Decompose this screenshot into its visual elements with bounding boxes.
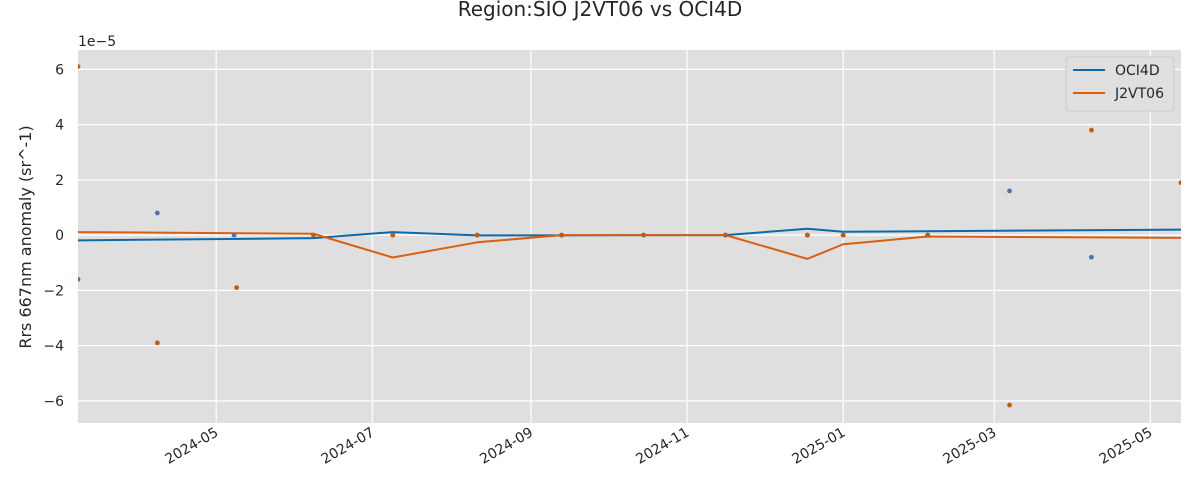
data-point-oci4d [78,276,81,282]
data-point-j2vt06 [390,232,396,238]
y-tick-label: −6 [43,394,64,410]
data-point-j2vt06 [1089,127,1094,133]
data-point-j2vt06 [559,232,565,238]
data-point-j2vt06 [154,340,160,346]
y-tick-label: 6 [55,62,64,78]
data-point-j2vt06 [474,232,480,238]
data-point-j2vt06 [925,232,931,238]
data-point-j2vt06 [234,285,240,291]
x-tick-label: 2025-05 [1097,425,1156,468]
y-tick-label: 4 [55,118,64,134]
data-point-j2vt06 [311,232,316,238]
y-tick-label: −2 [43,283,64,299]
y-axis-offset-label: 1e−5 [78,34,116,50]
data-point-oci4d [154,210,160,216]
y-tick-labels: −6 −4 −2 0 2 4 6 [43,62,64,410]
grid [78,50,1181,423]
x-tick-labels: 2024-05 2024-07 2024-09 2024-11 2025-01 2025-… [163,425,1156,468]
data-point-j2vt06 [1178,180,1181,186]
x-tick-label: 2024-11 [633,425,692,468]
x-tick-label: 2024-07 [319,425,378,468]
chart-title: Region:SIO J2VT06 vs OCI4D [458,0,743,21]
legend-label-j2vt06: J2VT06 [1114,86,1164,102]
x-tick-label: 2024-09 [477,425,536,468]
data-point-oci4d [1007,188,1012,194]
y-tick-label: −4 [43,339,64,355]
data-point-oci4d [1089,254,1094,260]
x-tick-label: 2025-01 [790,425,849,468]
legend-label-oci4d: OCI4D [1115,63,1160,79]
data-point-j2vt06 [723,232,728,238]
data-point-oci4d [231,232,237,238]
y-tick-label: 0 [55,228,64,244]
y-axis-label: Rrs 667nm anomaly (sr^-1) [16,125,35,348]
data-point-j2vt06 [804,232,810,238]
x-tick-label: 2025-03 [941,425,1000,468]
legend: OCI4D J2VT06 [1065,56,1175,112]
x-tick-label: 2024-05 [163,425,222,468]
y-tick-label: 2 [55,173,64,189]
data-point-j2vt06 [1007,402,1012,408]
data-point-j2vt06 [78,64,81,69]
data-point-j2vt06 [840,232,846,238]
data-point-j2vt06 [641,232,646,238]
series-points [78,64,1181,408]
